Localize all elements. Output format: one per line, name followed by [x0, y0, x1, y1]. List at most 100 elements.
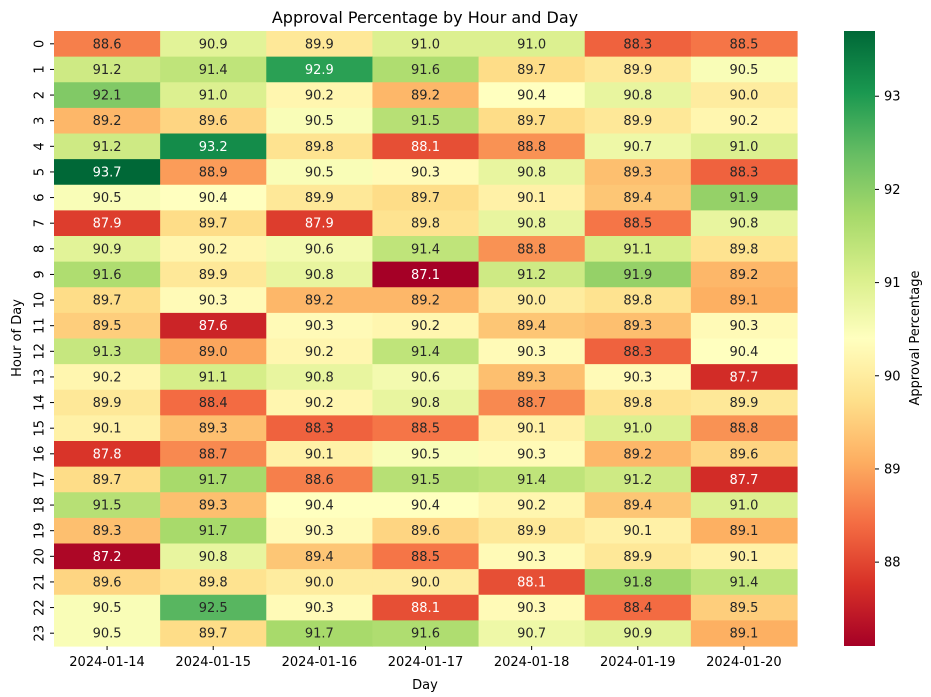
cell-value-label: 90.5 — [93, 627, 122, 642]
cell-value-label: 88.7 — [199, 447, 228, 462]
heatmap-cell — [584, 492, 692, 519]
cell-value-label: 88.7 — [517, 396, 546, 411]
heatmap-cell — [266, 133, 374, 160]
heatmap-cell — [266, 441, 374, 468]
cell-value-label: 89.7 — [199, 217, 228, 232]
heatmap-cell — [54, 133, 161, 160]
cell-value-label: 90.7 — [517, 627, 546, 642]
heatmap-cell — [54, 569, 161, 596]
heatmap-cell — [54, 415, 161, 442]
cell-value-label: 89.5 — [729, 601, 758, 616]
cell-value-label: 89.2 — [93, 114, 122, 129]
colorbar-tick-label: 93 — [884, 90, 901, 105]
y-axis-label: Hour of Day — [10, 299, 25, 377]
heatmap-cell — [584, 82, 692, 109]
cell-value-label: 91.0 — [199, 89, 228, 104]
cell-value-label: 91.9 — [623, 268, 652, 283]
cell-value-label: 90.2 — [305, 89, 334, 104]
cell-value-label: 92.1 — [93, 89, 122, 104]
cell-value-label: 88.5 — [729, 37, 758, 52]
cell-value-label: 90.2 — [517, 499, 546, 514]
cell-value-label: 89.7 — [93, 473, 122, 488]
heatmap-cell — [584, 594, 692, 621]
heatmap-cell — [584, 31, 692, 58]
y-tick-label: 5 — [33, 168, 48, 176]
cell-value-label: 91.6 — [411, 627, 440, 642]
heatmap-cell — [478, 492, 586, 519]
colorbar — [844, 31, 875, 646]
cell-value-label: 89.8 — [305, 140, 334, 155]
cell-value-label: 89.3 — [93, 524, 122, 539]
y-tick-label: 0 — [33, 40, 48, 48]
cell-value-label: 90.7 — [623, 140, 652, 155]
y-tick-label: 13 — [33, 369, 48, 386]
heatmap-cell — [584, 56, 692, 83]
cell-value-label: 90.8 — [517, 165, 546, 180]
cell-value-label: 90.3 — [517, 345, 546, 360]
cell-value-label: 90.8 — [199, 550, 228, 565]
heatmap-cell — [584, 364, 692, 391]
cell-value-label: 90.1 — [517, 191, 546, 206]
cell-value-label: 91.7 — [199, 524, 228, 539]
cell-value-label: 89.4 — [623, 499, 652, 514]
heatmap-cell — [160, 543, 267, 570]
heatmap-cell — [266, 261, 374, 288]
heatmap-cell — [160, 441, 267, 468]
cell-value-label: 91.7 — [199, 473, 228, 488]
heatmap-cell — [478, 389, 586, 416]
heatmap-cell — [372, 261, 480, 288]
cell-value-label: 87.1 — [411, 268, 440, 283]
colorbar-label: Approval Percentage — [908, 271, 923, 406]
heatmap-cell — [54, 184, 161, 211]
cell-value-label: 89.2 — [729, 268, 758, 283]
cell-value-label: 91.4 — [517, 473, 546, 488]
heatmap-cell — [690, 287, 798, 314]
cell-value-label: 90.1 — [517, 422, 546, 437]
heatmap-cell — [372, 287, 480, 314]
cell-value-label: 89.4 — [623, 191, 652, 206]
heatmap-cell — [372, 107, 480, 135]
heatmap-cell — [160, 31, 267, 58]
cell-value-label: 89.8 — [623, 396, 652, 411]
heatmap-cell — [690, 31, 798, 58]
cell-value-label: 90.2 — [411, 319, 440, 334]
heatmap-cell — [584, 415, 692, 442]
cell-value-label: 90.3 — [411, 165, 440, 180]
heatmap-cell — [478, 441, 586, 468]
cell-value-label: 89.2 — [411, 294, 440, 309]
heatmap-cell — [478, 184, 586, 211]
cell-value-label: 89.8 — [411, 217, 440, 232]
cell-value-label: 90.3 — [305, 524, 334, 539]
cell-value-label: 88.4 — [199, 396, 228, 411]
cell-value-label: 89.3 — [623, 319, 652, 334]
cell-value-label: 88.6 — [93, 37, 122, 52]
cell-value-label: 90.8 — [305, 370, 334, 385]
cell-value-label: 90.1 — [729, 550, 758, 565]
heatmap-cell — [372, 159, 480, 186]
heatmap-cells — [54, 31, 798, 647]
cell-value-label: 90.4 — [305, 499, 334, 514]
heatmap-cell — [54, 389, 161, 416]
heatmap-cell — [372, 543, 480, 570]
cell-value-label: 91.4 — [411, 242, 440, 257]
cell-value-label: 89.6 — [93, 575, 122, 590]
heatmap-cell — [584, 543, 692, 570]
heatmap-cell — [54, 543, 161, 570]
heatmap-cell — [54, 466, 161, 493]
heatmap-cell — [266, 517, 374, 545]
heatmap-cell — [690, 159, 798, 186]
heatmap-cell — [160, 107, 267, 135]
cell-value-label: 89.2 — [623, 447, 652, 462]
heatmap-cell — [584, 159, 692, 186]
y-tick-label: 20 — [33, 548, 48, 565]
heatmap-cell — [478, 82, 586, 109]
heatmap-cell — [266, 31, 374, 58]
heatmap-cell — [160, 466, 267, 493]
cell-value-label: 90.4 — [517, 89, 546, 104]
cell-value-label: 88.1 — [517, 575, 546, 590]
heatmap-cell — [478, 466, 586, 493]
heatmap-cell — [690, 261, 798, 288]
cell-value-label: 90.6 — [305, 242, 334, 257]
heatmap-cell — [690, 338, 798, 365]
